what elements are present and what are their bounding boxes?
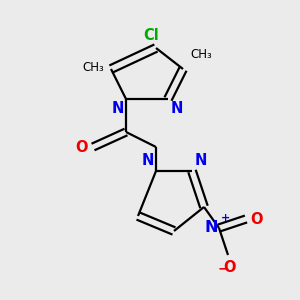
Text: −: − (218, 262, 229, 276)
Text: CH₃: CH₃ (190, 49, 212, 62)
Text: Cl: Cl (144, 28, 159, 43)
Text: N: N (111, 101, 124, 116)
Text: O: O (223, 260, 236, 274)
Text: CH₃: CH₃ (83, 61, 104, 74)
Text: O: O (75, 140, 88, 154)
Text: O: O (250, 212, 263, 226)
Text: N: N (194, 153, 207, 168)
Text: N: N (141, 153, 154, 168)
Text: N: N (170, 101, 183, 116)
Text: +: + (220, 213, 230, 223)
Text: N: N (204, 220, 218, 235)
